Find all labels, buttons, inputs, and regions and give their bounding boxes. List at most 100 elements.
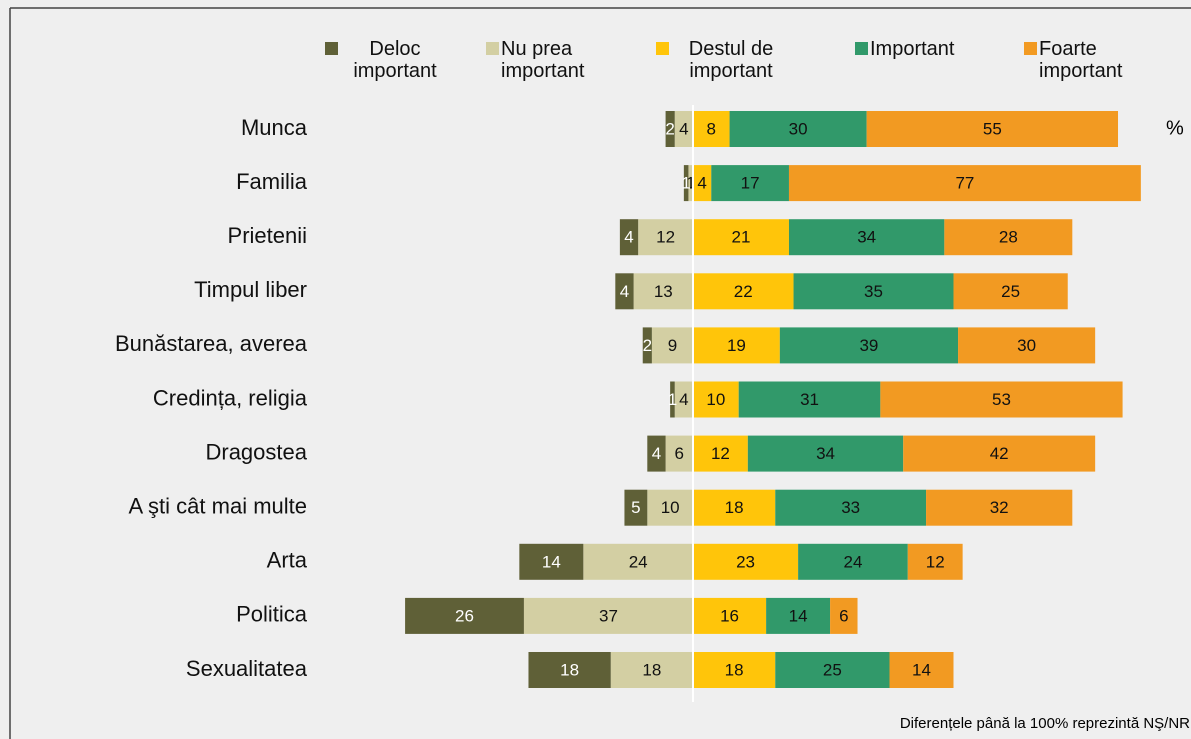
bar-segment [693,165,712,202]
bar-segment [665,435,693,472]
value-label: 18 [725,498,744,517]
bar-segment [880,381,1123,418]
category-label: Arta [267,548,308,573]
bar-segment [907,543,963,580]
bar-segment [775,652,890,688]
value-label: 53 [992,390,1011,409]
bar-segment [926,489,1073,526]
bar-segment [729,111,867,147]
value-label: 33 [841,498,860,517]
value-label: 10 [661,498,680,517]
value-label: 32 [990,498,1009,517]
value-label: 4 [697,174,706,193]
value-label: 19 [727,336,746,355]
value-label: 4 [624,228,633,247]
note: Diferențele până la 100% reprezintă NŞ/N… [900,715,1190,732]
bar-segment [523,597,693,634]
value-label: 8 [707,119,716,138]
legend-swatch [486,42,499,55]
value-label: 18 [642,660,661,679]
value-label: 14 [789,606,808,625]
value-label: 21 [732,228,751,247]
bar-segment [583,543,693,580]
value-label: 23 [736,552,755,571]
bar-segment [711,165,789,202]
bar-segment [693,327,780,364]
bar-segment [665,111,675,147]
bar-segment [670,381,675,418]
value-label: 14 [912,660,931,679]
bar-segment [683,165,689,202]
bar-segment [693,489,776,526]
category-label: Credința, religia [153,385,308,410]
bar-segment [766,597,831,634]
bar-segment [674,381,693,418]
value-label: 14 [542,552,561,571]
value-label: 24 [629,552,648,571]
category-label: Sexualitatea [186,656,308,681]
value-label: 6 [839,606,848,625]
bar-segment [615,273,634,310]
legend-swatch [656,42,669,55]
value-label: 1 [686,174,695,193]
bar-segment [693,543,799,580]
value-label: 12 [656,228,675,247]
bar-segment [647,435,666,472]
category-label: A şti cât mai multe [128,494,307,519]
value-label: 55 [983,119,1002,138]
legend-label: Deloc important [353,38,437,82]
value-label: 4 [620,282,629,301]
value-label: 25 [1001,282,1020,301]
bar-segment [647,489,693,526]
value-label: 17 [741,174,760,193]
value-label: 9 [668,336,677,355]
bar-segment [651,327,693,364]
value-label: 30 [789,119,808,138]
bar-segment [944,219,1073,256]
value-label: 22 [734,282,753,301]
value-label: 39 [859,336,878,355]
value-label: 12 [926,552,945,571]
value-label: 25 [823,660,842,679]
category-label: Dragostea [205,439,307,464]
bar-segment [624,489,648,526]
value-label: 77 [955,174,974,193]
bar-segment [693,219,789,256]
category-label: Politica [236,602,308,627]
bar-segment [519,543,584,580]
category-label: Familia [236,169,308,194]
legend-swatch [325,42,338,55]
category-label: Timpul liber [194,277,307,302]
legend-label: Foarte important [1039,38,1123,82]
bar-segment [693,111,730,147]
value-label: 31 [800,390,819,409]
legend-label: Destul de important [688,38,774,82]
bar-segment [633,273,693,310]
bar-segment [798,543,908,580]
value-label: 37 [599,606,618,625]
bar-segment [693,597,767,634]
value-label: 35 [864,282,883,301]
bar-segment [738,381,881,418]
bar-segment [693,652,776,688]
value-label: 13 [654,282,673,301]
value-label: 18 [725,660,744,679]
legend-label: Important [870,38,955,60]
legend-swatch [855,42,868,55]
bar-segment [958,327,1096,364]
bar-segment [405,597,524,634]
bar-segment [610,652,693,688]
value-label: 4 [652,444,661,463]
bar-segment [889,652,954,688]
value-label: 6 [675,444,684,463]
bar-segment [642,327,652,364]
bar-segment [953,273,1068,310]
bar-segment [788,219,945,256]
legend-swatch [1024,42,1037,55]
value-label: 28 [999,228,1018,247]
bar-segment [793,273,954,310]
value-label: 2 [665,119,674,138]
bar-segment [903,435,1096,472]
unit-label: % [1166,117,1184,139]
